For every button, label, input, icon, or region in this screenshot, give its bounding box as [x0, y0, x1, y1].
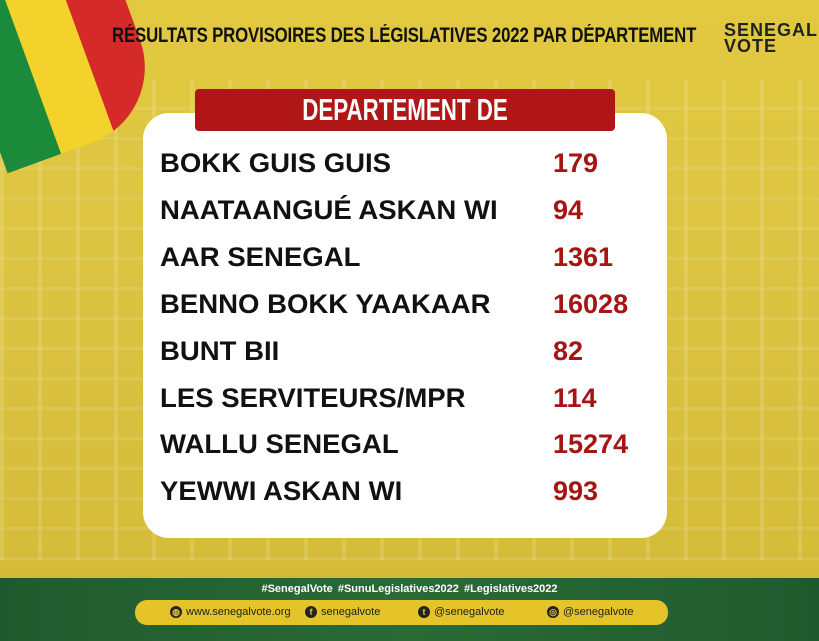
results-card: [143, 113, 667, 538]
department-banner: DEPARTEMENT DE BOUNKILING: [195, 89, 615, 169]
instagram-link[interactable]: ◎ @senegalvote: [547, 606, 634, 618]
result-row: BOKK GUIS GUIS 179: [160, 146, 598, 180]
party-name: WALLU SENEGAL: [160, 429, 399, 460]
vote-count: 15274: [553, 429, 629, 460]
result-row: BUNT BII 82: [160, 334, 583, 368]
result-row: AAR SENEGAL 1361: [160, 240, 613, 274]
party-name: NAATAANGUÉ ASKAN WI: [160, 194, 498, 225]
vote-count: 114: [553, 382, 597, 413]
instagram-icon: ◎: [547, 606, 559, 618]
website-link[interactable]: ◍ www.senegalvote.org: [170, 606, 291, 618]
party-name: AAR SENEGAL: [160, 241, 361, 272]
vote-count: 16028: [553, 288, 629, 319]
social-bar: ◍ www.senegalvote.org f senegalvote t @sene…: [135, 600, 668, 625]
vote-count: 1361: [553, 241, 614, 272]
party-name: LES SERVITEURS/MPR: [160, 382, 466, 413]
facebook-link[interactable]: f senegalvote: [305, 606, 380, 618]
party-name: BUNT BII: [160, 335, 280, 366]
result-row: WALLU SENEGAL 15274: [160, 427, 628, 461]
party-name: BOKK GUIS GUIS: [160, 148, 392, 178]
vote-count: 179: [553, 148, 599, 178]
twitter-icon: t: [418, 606, 430, 618]
result-row: LES SERVITEURS/MPR 114: [160, 381, 597, 415]
globe-icon: ◍: [170, 606, 182, 618]
twitter-link[interactable]: t @senegalvote: [418, 606, 505, 618]
hashtags: #SenegalVote #SunuLegislatives2022 #Legi…: [261, 583, 558, 595]
vote-count: 94: [553, 194, 584, 225]
result-row: BENNO BOKK YAAKAAR 16028: [160, 287, 628, 321]
senegalvote-logo: SENEGAL VOTE: [724, 20, 819, 56]
party-name: BENNO BOKK YAAKAAR: [160, 288, 491, 319]
page-title: RÉSULTATS PROVISOIRES DES LÉGISLATIVES 2…: [112, 24, 697, 47]
vote-count: 993: [553, 476, 599, 507]
facebook-icon: f: [305, 606, 317, 618]
result-row: NAATAANGUÉ ASKAN WI 94: [160, 193, 583, 227]
party-name: YEWWI ASKAN WI: [160, 476, 403, 507]
vote-count: 82: [553, 335, 584, 366]
result-row: YEWWI ASKAN WI 993: [160, 474, 598, 508]
